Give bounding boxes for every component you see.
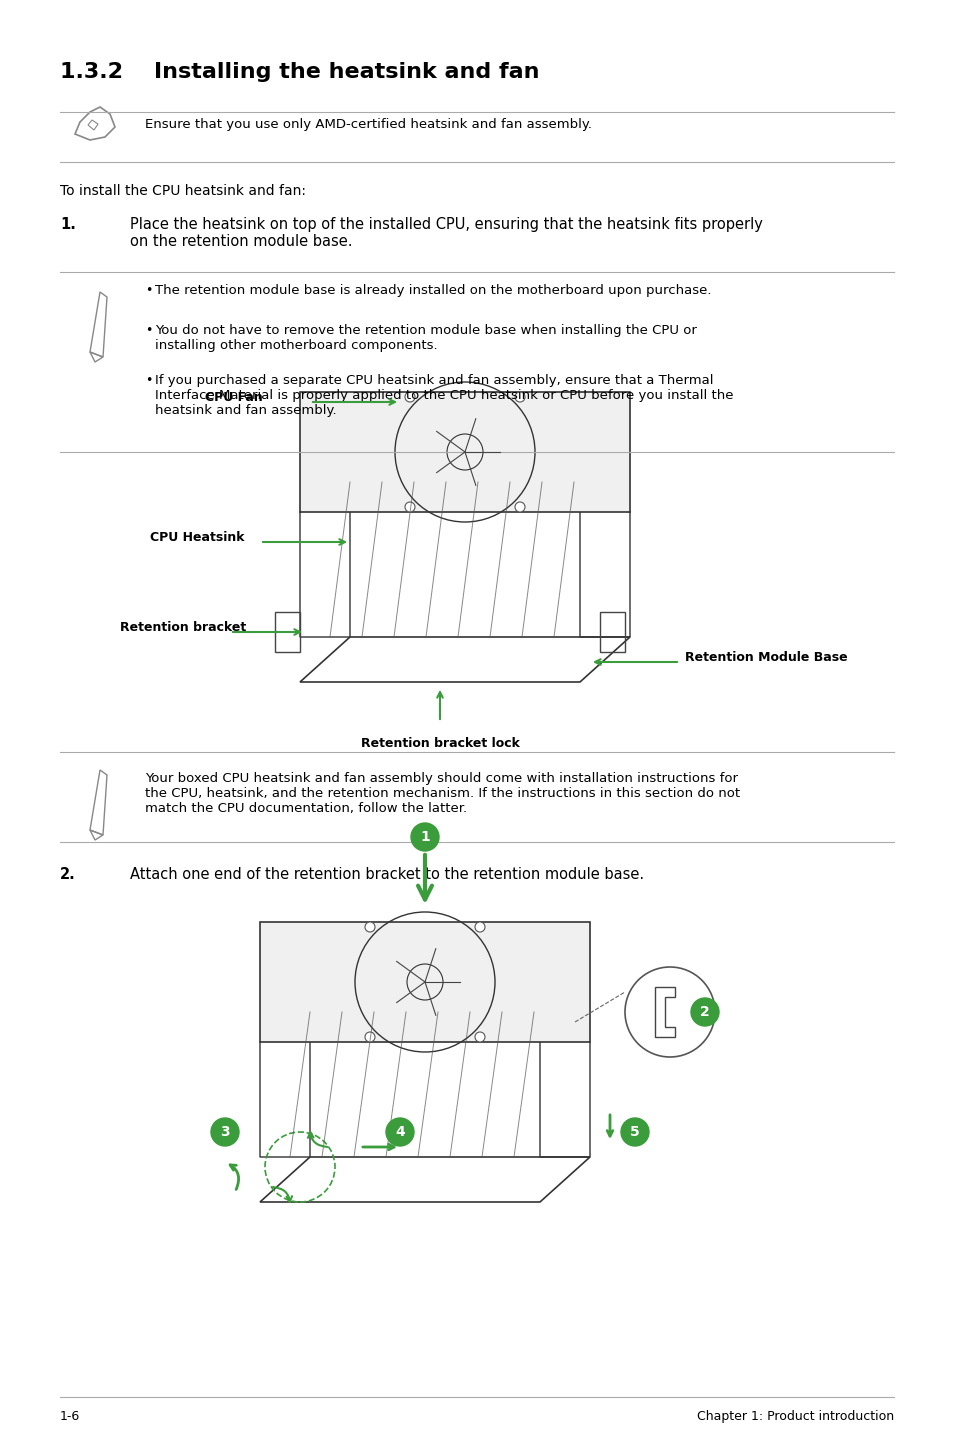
Circle shape xyxy=(365,922,375,932)
Text: 3: 3 xyxy=(220,1126,230,1138)
Circle shape xyxy=(405,503,415,513)
Circle shape xyxy=(475,922,484,932)
Circle shape xyxy=(405,392,415,402)
Text: Place the heatsink on top of the installed CPU, ensuring that the heatsink fits : Place the heatsink on top of the install… xyxy=(130,218,762,249)
Text: If you purchased a separate CPU heatsink and fan assembly, ensure that a Thermal: If you purchased a separate CPU heatsink… xyxy=(154,374,733,417)
Circle shape xyxy=(620,1118,648,1146)
Circle shape xyxy=(386,1118,414,1146)
Text: You do not have to remove the retention module base when installing the CPU or
i: You do not have to remove the retention … xyxy=(154,324,696,352)
Text: 5: 5 xyxy=(630,1126,639,1138)
Circle shape xyxy=(475,1032,484,1042)
Text: •: • xyxy=(145,374,152,387)
Text: 1.: 1. xyxy=(60,218,76,232)
Polygon shape xyxy=(299,392,629,513)
Circle shape xyxy=(211,1118,239,1146)
Text: 1-6: 1-6 xyxy=(60,1411,80,1423)
Text: 2.: 2. xyxy=(60,866,75,882)
Text: Your boxed CPU heatsink and fan assembly should come with installation instructi: Your boxed CPU heatsink and fan assembly… xyxy=(145,772,740,815)
Polygon shape xyxy=(260,922,589,1042)
Text: Ensure that you use only AMD-certified heatsink and fan assembly.: Ensure that you use only AMD-certified h… xyxy=(145,117,592,130)
Circle shape xyxy=(515,392,524,402)
Text: 4: 4 xyxy=(395,1126,404,1138)
Text: Retention bracket: Retention bracket xyxy=(120,620,246,633)
Text: Chapter 1: Product introduction: Chapter 1: Product introduction xyxy=(696,1411,893,1423)
Circle shape xyxy=(690,998,719,1025)
Text: CPU Heatsink: CPU Heatsink xyxy=(150,530,244,544)
Text: Attach one end of the retention bracket to the retention module base.: Attach one end of the retention bracket … xyxy=(130,866,643,882)
Text: The retention module base is already installed on the motherboard upon purchase.: The retention module base is already ins… xyxy=(154,284,711,296)
Text: 1.3.2    Installing the heatsink and fan: 1.3.2 Installing the heatsink and fan xyxy=(60,62,539,82)
Circle shape xyxy=(411,823,438,851)
Text: Retention Module Base: Retention Module Base xyxy=(684,650,846,663)
Text: Retention bracket lock: Retention bracket lock xyxy=(360,737,518,750)
Text: To install the CPU heatsink and fan:: To install the CPU heatsink and fan: xyxy=(60,183,306,198)
Text: •: • xyxy=(145,324,152,337)
Circle shape xyxy=(515,503,524,513)
Text: 1: 1 xyxy=(419,831,430,843)
Text: 2: 2 xyxy=(700,1005,709,1020)
Circle shape xyxy=(365,1032,375,1042)
Text: •: • xyxy=(145,284,152,296)
Text: CPU Fan: CPU Fan xyxy=(205,391,262,404)
